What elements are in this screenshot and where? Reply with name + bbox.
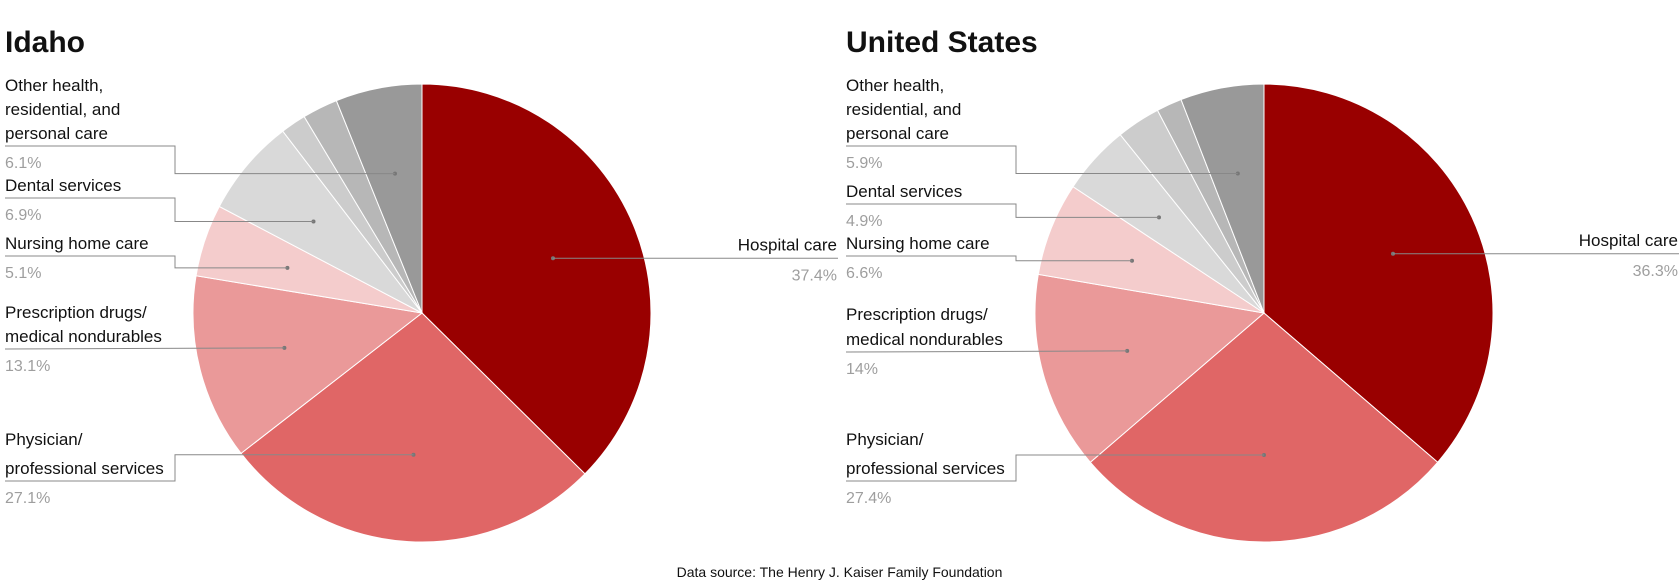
pie-slice	[192, 275, 424, 455]
pie-slice	[335, 83, 423, 314]
slice-value-label: 27.1%	[5, 490, 50, 507]
leader-line	[5, 255, 288, 269]
slice-label: medical nondurables	[5, 327, 162, 346]
leader-line	[846, 145, 1238, 174]
slice-value-label: 37.4%	[792, 267, 837, 284]
pie-slice	[1180, 83, 1265, 314]
slice-value-label: 6.1%	[5, 155, 41, 172]
pie-slice	[421, 83, 652, 475]
leader-line	[5, 454, 414, 482]
slice-label: professional services	[846, 459, 1005, 478]
slice-label: professional services	[5, 459, 164, 478]
slice-value-label: 14%	[846, 361, 878, 378]
leader-line	[846, 454, 1264, 482]
slice-label: medical nondurables	[846, 330, 1003, 349]
charts-canvas: Idaho Hospital care 37.4% Physician/profes…	[4, 26, 1679, 543]
pie-chart-united-states: United States Hospital care 36.3% Physicia…	[845, 26, 1679, 543]
leader-line	[846, 203, 1159, 218]
chart-title: Idaho	[5, 26, 85, 59]
leader-line	[846, 255, 1132, 262]
slice-label: Other health,	[5, 76, 103, 95]
pie-slice	[240, 312, 586, 543]
slice-label: residential, and	[5, 100, 120, 119]
leader-line	[5, 197, 314, 222]
slice-label: personal care	[846, 124, 949, 143]
slice-label: Other health,	[846, 76, 944, 95]
slice-label: Nursing home care	[5, 234, 149, 253]
slice-value-label: 6.6%	[846, 265, 882, 282]
slice-label: Dental services	[5, 176, 121, 195]
slice-label: Physician/	[5, 430, 83, 449]
pie-slice	[1089, 312, 1439, 543]
slice-label: Hospital care	[1579, 231, 1678, 250]
slice-value-label: 4.9%	[846, 213, 882, 230]
slice-label: Physician/	[846, 430, 924, 449]
slice-label: personal care	[5, 124, 108, 143]
slice-label: Hospital care	[738, 235, 837, 254]
data-source-note: Data source: The Henry J. Kaiser Family …	[676, 564, 1003, 580]
slice-label: Prescription drugs/	[5, 303, 147, 322]
pie-slice	[1263, 83, 1494, 463]
leader-line	[845, 350, 1128, 353]
slice-value-label: 13.1%	[5, 358, 50, 375]
slice-value-label: 5.1%	[5, 265, 41, 282]
slice-value-label: 27.4%	[846, 490, 891, 507]
slice-value-label: 5.9%	[846, 155, 882, 172]
slice-label: Dental services	[846, 182, 962, 201]
slice-label: Prescription drugs/	[846, 305, 988, 324]
slice-label: Nursing home care	[846, 234, 990, 253]
pie-chart-idaho: Idaho Hospital care 37.4% Physician/profes…	[4, 26, 838, 543]
slice-value-label: 6.9%	[5, 207, 41, 224]
leader-line	[4, 347, 285, 350]
leader-line	[5, 145, 395, 175]
slice-label: residential, and	[846, 100, 961, 119]
pie-slice	[1034, 273, 1266, 463]
chart-title: United States	[846, 26, 1038, 59]
slice-value-label: 36.3%	[1633, 263, 1678, 280]
